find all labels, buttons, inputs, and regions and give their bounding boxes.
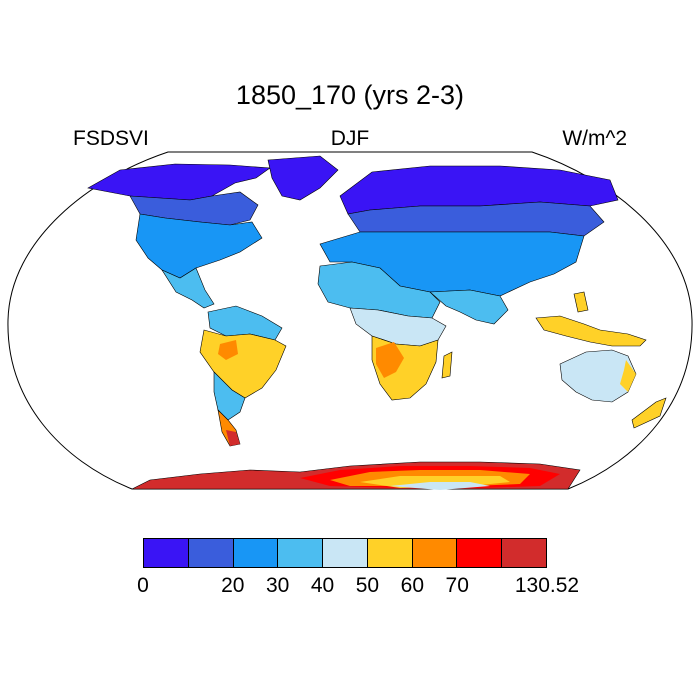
south-america-cape [226, 430, 240, 446]
colorbar-tick-label: 30 [265, 574, 290, 597]
south-america-hotspot [218, 340, 238, 360]
variable-label: FSDSVI [73, 127, 149, 150]
colorbar-swatch-1 [188, 539, 234, 567]
colorbar-tick-label: 0 [137, 574, 149, 597]
indonesia [535, 315, 647, 347]
greenland [267, 155, 339, 201]
colorbar-swatch-7 [457, 539, 503, 567]
philippines [573, 291, 589, 313]
colorbar-tick-label: 70 [445, 574, 469, 597]
antarctica-core [390, 482, 490, 490]
colorbar-tick-label: 60 [400, 574, 425, 597]
colorbar-tick-label: 20 [221, 574, 245, 597]
plot-title: 1850_170 (yrs 2-3) [235, 80, 465, 110]
colorbar-swatch-0 [144, 539, 189, 567]
central-america [161, 267, 215, 309]
colorbar-swatch-2 [233, 539, 279, 567]
colorbar-swatch-6 [412, 539, 458, 567]
north-america-south [135, 213, 263, 279]
colorbar-swatch-5 [367, 539, 413, 567]
colorbar [143, 538, 547, 568]
colorbar-swatch-8 [502, 539, 547, 567]
units-label: W/m^2 [562, 127, 627, 150]
madagascar [441, 351, 453, 379]
colorbar-tick-label: 40 [310, 574, 335, 597]
australia-edge [620, 360, 636, 392]
colorbar-swatch-4 [323, 539, 368, 567]
season-label: DJF [330, 127, 370, 150]
colorbar-tick-label: 50 [355, 574, 380, 597]
south-asia [429, 289, 509, 325]
africa-hotspot [376, 342, 404, 378]
new-zealand [631, 397, 667, 429]
colorbar-tick-label: 130.52 [514, 574, 580, 597]
colorbar-swatch-3 [278, 539, 324, 567]
south-america-south [213, 371, 246, 421]
